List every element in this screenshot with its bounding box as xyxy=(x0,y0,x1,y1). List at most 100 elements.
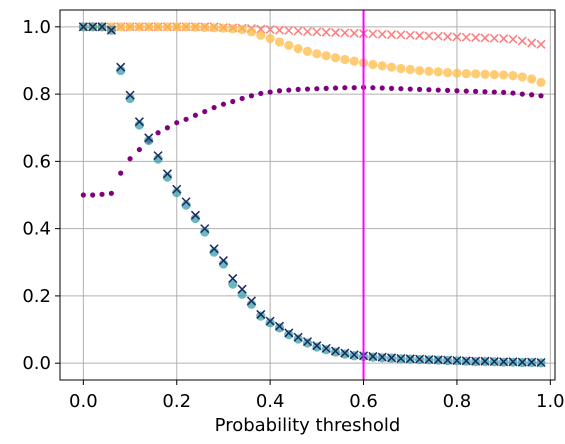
data-point-dot xyxy=(435,87,441,93)
data-point-dot xyxy=(323,85,329,91)
data-point-circle xyxy=(414,65,425,76)
data-point-x xyxy=(471,33,481,43)
data-point-circle xyxy=(293,44,303,54)
data-point-x xyxy=(480,33,490,43)
data-point-x xyxy=(256,309,266,319)
data-point-dot xyxy=(416,86,423,92)
data-point-circle xyxy=(172,22,182,32)
data-point-circle xyxy=(489,69,499,80)
y-tick-label: 1.0 xyxy=(22,17,51,38)
series-1 xyxy=(78,22,546,87)
data-point-x xyxy=(321,27,331,37)
data-point-dot xyxy=(314,86,320,92)
data-point-circle xyxy=(265,318,275,328)
data-point-x xyxy=(190,210,200,220)
data-point-x xyxy=(396,353,406,364)
data-point-dot xyxy=(164,125,171,131)
data-point-x xyxy=(443,32,453,42)
data-point-circle xyxy=(452,68,462,78)
data-point-x xyxy=(368,29,378,39)
data-point-x xyxy=(312,27,322,37)
data-point-circle xyxy=(480,69,490,79)
data-point-x xyxy=(517,36,527,46)
data-point-x xyxy=(302,26,313,37)
data-point-x xyxy=(536,39,546,49)
data-point-x xyxy=(424,31,434,41)
x-tick-label: 0.0 xyxy=(69,391,98,412)
data-point-dot xyxy=(295,86,301,92)
grid xyxy=(60,10,555,380)
data-point-x xyxy=(527,357,537,367)
y-tick-label: 0.8 xyxy=(22,84,51,105)
data-point-circle xyxy=(246,299,257,309)
data-point-x xyxy=(508,357,518,367)
x-tick-label: 0.8 xyxy=(443,391,472,412)
data-point-circle xyxy=(228,279,238,289)
data-point-x xyxy=(181,197,191,207)
data-point-circle xyxy=(508,70,518,81)
data-point-x xyxy=(443,355,453,365)
data-point-x xyxy=(330,28,341,38)
data-point-circle xyxy=(349,56,359,66)
data-point-x xyxy=(517,357,527,367)
data-point-dot xyxy=(473,88,479,94)
data-point-dot xyxy=(80,192,86,198)
data-point-circle xyxy=(377,61,387,71)
data-point-dot xyxy=(174,120,180,126)
data-point-x xyxy=(218,256,228,266)
series-2 xyxy=(80,84,544,198)
data-point-dot xyxy=(230,98,236,105)
data-point-circle xyxy=(209,247,219,257)
data-point-circle xyxy=(321,51,331,61)
data-point-dot xyxy=(426,87,432,93)
data-point-circle xyxy=(181,22,191,32)
data-point-x xyxy=(536,357,546,368)
data-point-circle xyxy=(162,172,173,182)
data-point-circle xyxy=(340,54,350,65)
data-point-x xyxy=(433,31,443,41)
data-point-circle xyxy=(368,59,378,70)
data-point-circle xyxy=(218,23,229,33)
data-point-x xyxy=(424,354,434,365)
data-point-circle xyxy=(461,68,471,79)
x-tick-label: 0.2 xyxy=(162,391,191,412)
data-point-circle xyxy=(284,40,294,50)
x-tick-label: 1.0 xyxy=(536,391,565,412)
data-point-x xyxy=(340,348,350,358)
data-point-x xyxy=(415,354,425,364)
data-point-x xyxy=(228,273,238,283)
data-point-x xyxy=(162,169,172,179)
data-point-circle xyxy=(312,342,322,352)
data-point-x xyxy=(387,30,397,40)
data-point-circle xyxy=(302,338,313,348)
data-point-x xyxy=(471,356,481,366)
data-point-x xyxy=(349,350,359,360)
data-point-x xyxy=(377,352,387,362)
data-point-x xyxy=(284,328,294,338)
data-point-circle xyxy=(442,67,453,78)
data-point-dot xyxy=(239,95,245,102)
data-point-circle xyxy=(330,53,341,63)
data-point-x xyxy=(340,28,350,38)
data-point-dot xyxy=(276,88,283,94)
data-point-circle xyxy=(228,24,238,34)
data-point-dot xyxy=(99,191,105,197)
data-point-x xyxy=(321,343,331,353)
data-point-circle xyxy=(321,345,331,355)
data-point-x xyxy=(433,355,443,365)
data-point-circle xyxy=(181,200,191,210)
data-point-circle xyxy=(237,289,247,299)
data-point-dot xyxy=(192,112,199,118)
data-point-circle xyxy=(134,22,144,32)
data-point-circle xyxy=(200,227,210,237)
data-point-x xyxy=(144,133,154,143)
data-point-dot xyxy=(342,85,348,91)
data-point-circle xyxy=(153,22,163,32)
data-point-circle xyxy=(499,70,509,80)
data-point-dot xyxy=(202,108,208,115)
data-point-x xyxy=(489,33,499,43)
data-point-circle xyxy=(256,311,266,321)
data-point-circle xyxy=(433,67,443,77)
data-point-x xyxy=(368,351,378,361)
data-point-x xyxy=(293,332,303,342)
